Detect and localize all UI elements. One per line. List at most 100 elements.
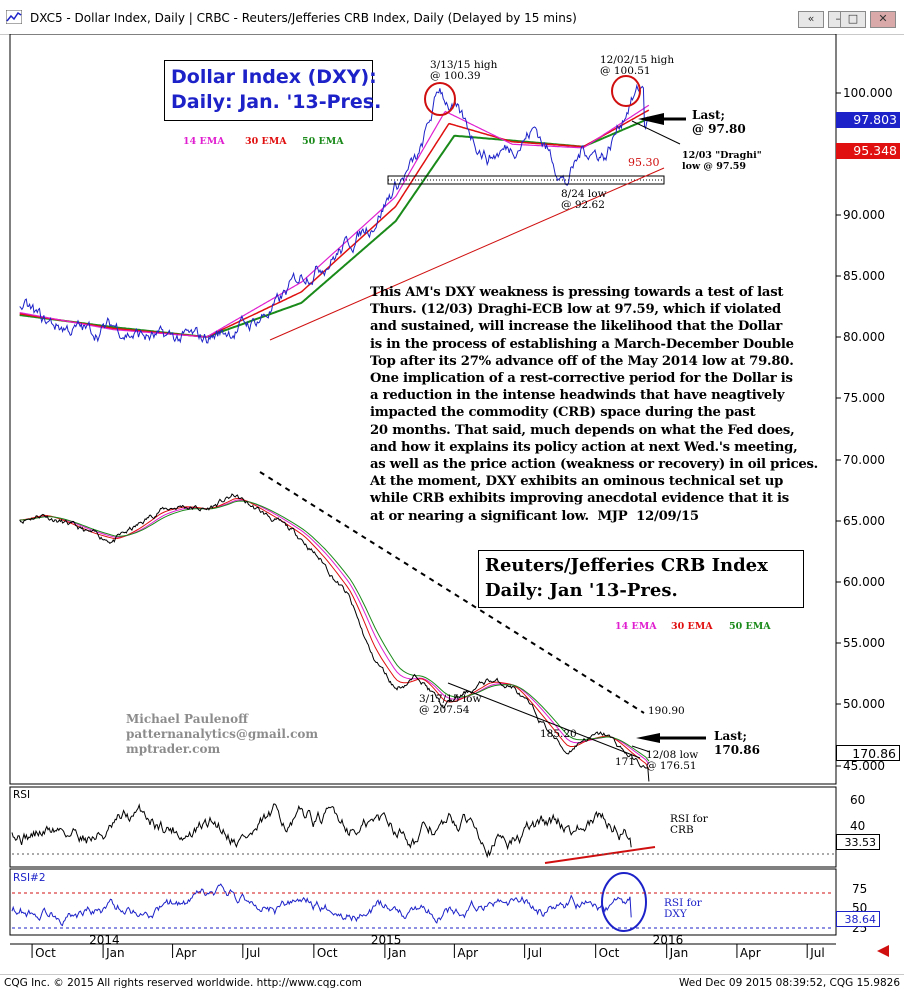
rsi-panel-frame — [9, 786, 837, 868]
y-tick-label: 75.000 — [843, 391, 885, 405]
commentary-line: and sustained, will increase the likelih… — [370, 319, 783, 335]
commentary-line: 20 months. That said, much depends on wh… — [370, 422, 795, 438]
x-tick-label: Apr — [740, 946, 761, 960]
dxy-draghi-pointer — [631, 120, 681, 145]
dxy-title-line1: Dollar Index (DXY): — [171, 66, 377, 88]
close-button[interactable]: ✕ — [870, 11, 896, 28]
dxy-high2-label: 12/02/15 high @ 100.51 — [600, 54, 675, 77]
commentary-line: Thurs. (12/03) Draghi-ECB low at 97.59, … — [370, 302, 782, 318]
status-copyright: CQG Inc. © 2015 All rights reserved worl… — [4, 977, 362, 989]
crb-title-line1: Reuters/Jefferies CRB Index — [485, 555, 768, 576]
x-year-label: 2015 — [371, 933, 402, 947]
crb-low-pointer — [631, 745, 651, 753]
rsi-dxy-value-tag: 38.64 — [836, 911, 880, 927]
crb-low1-label: 3/17/15 low @ 207.54 — [419, 693, 482, 716]
crb-title-line2: Daily: Jan '13-Pres. — [485, 580, 678, 601]
dxy-high2-circle — [611, 75, 641, 107]
crb-last-arrow — [636, 733, 660, 743]
window-title: DXC5 - Dollar Index, Daily | CRBC - Reut… — [30, 11, 577, 25]
author-block: Michael Paulenoff patternanalytics@gmail… — [126, 712, 318, 757]
author-email: patternanalytics@gmail.com — [126, 727, 319, 741]
x-tick-label: Oct — [35, 946, 56, 960]
y-tick-label: 50.000 — [843, 697, 885, 711]
rsi-crb-value-tag: 33.53 — [836, 834, 880, 850]
y-tick-label: 55.000 — [843, 636, 885, 650]
rsi-crb-trendline — [544, 846, 656, 864]
y-tick-label: 100.000 — [843, 86, 893, 100]
y-tick-label: 80.000 — [843, 330, 885, 344]
crb-last-price-tag: 170.86 — [836, 745, 900, 761]
price-panel-frame — [9, 34, 837, 785]
rsi2-tick-label: 75 — [852, 882, 867, 896]
rsi2-panel-label: RSI#2 — [13, 872, 46, 884]
rsi-tick-label: 40 — [850, 819, 865, 833]
dxy-low-label: 8/24 low @ 92.62 — [561, 188, 607, 211]
x-year-label: 2014 — [89, 933, 120, 947]
dxy-series-group — [19, 83, 650, 344]
x-tick-label: Jul — [527, 946, 542, 960]
commentary-text: This AM's DXY weakness is pressing towar… — [370, 284, 818, 525]
x-tick-label: Apr — [176, 946, 197, 960]
scroll-left-icon[interactable] — [877, 945, 889, 957]
rsi-crb-label: RSI for CRB — [670, 813, 708, 836]
crb-18520-label: 185.20 — [540, 728, 577, 740]
x-year-label: 2016 — [653, 933, 684, 947]
restore-icon[interactable]: « — [798, 11, 824, 28]
status-timestamp: Wed Dec 09 2015 08:39:52, CQG 15.9826 — [679, 977, 900, 989]
commentary-line: impacted the commodity (CRB) space durin… — [370, 405, 756, 421]
dxy-trend-price-tag: 95.348 — [836, 143, 900, 159]
crb-ema30-line — [19, 497, 650, 770]
x-tick-label: Oct — [317, 946, 338, 960]
y-tick-label: 45.000 — [843, 759, 885, 773]
y-tick-label: 70.000 — [843, 453, 885, 467]
crb-series-group — [19, 493, 650, 782]
rsi-dxy-circle — [601, 872, 647, 932]
commentary-line: This AM's DXY weakness is pressing towar… — [370, 285, 784, 300]
commentary-line: One implication of a rest-corrective per… — [370, 371, 793, 387]
dxy-ema30-label: 30 EMA — [245, 136, 287, 147]
maximize-button[interactable]: □ — [840, 11, 866, 28]
dxy-high1-circle — [424, 82, 456, 116]
commentary-line: while CRB exhibits improving anecdotal e… — [370, 491, 789, 507]
dxy-last-arrow — [638, 113, 664, 125]
dxy-last-label: Last; @ 97.80 — [692, 108, 746, 136]
dxy-high1-label: 3/13/15 high @ 100.39 — [430, 59, 498, 82]
dxy-title-line2: Daily: Jan. '13-Pres. — [171, 91, 382, 113]
commentary-line: and how it explains its policy action at… — [370, 439, 798, 455]
crb-last-label: Last; 170.86 — [714, 729, 760, 757]
x-tick-label: Apr — [457, 946, 478, 960]
rsi-crb-line — [11, 803, 632, 859]
commentary-line: as well as the price action (weakness or… — [370, 457, 819, 473]
crb-ema30-label: 30 EMA — [671, 621, 713, 632]
chart-canvas: 100.00095.00090.00085.00080.00075.00070.… — [9, 34, 893, 960]
rsi-tick-label: 60 — [850, 793, 865, 807]
crb-ema50-label: 50 EMA — [729, 621, 771, 632]
dxy-title-box: Dollar Index (DXY): Daily: Jan. '13-Pres… — [164, 60, 381, 121]
crb-171-label: 171 — [615, 756, 636, 768]
author-site: mptrader.com — [126, 742, 221, 756]
dxy-ema50-label: 50 EMA — [302, 136, 344, 147]
dxy-trendline — [269, 167, 665, 341]
price-y-axis: 100.00095.00090.00085.00080.00075.00070.… — [836, 86, 893, 773]
y-tick-label: 60.000 — [843, 575, 885, 589]
rsi-panel-label: RSI — [13, 789, 31, 801]
author-name: Michael Paulenoff — [126, 712, 248, 726]
rsi-series-group — [11, 803, 632, 927]
x-tick-label: Jul — [245, 946, 260, 960]
crb-title-box: Reuters/Jefferies CRB Index Daily: Jan '… — [478, 550, 804, 608]
dxy-ema14-label: 14 EMA — [183, 136, 225, 147]
rsi-dxy-label: RSI for DXY — [664, 897, 702, 920]
commentary-line: Top after its 27% advance off of the May… — [370, 353, 794, 369]
commentary-line: At the moment, DXY exhibits an ominous t… — [370, 474, 784, 490]
y-tick-label: 90.000 — [843, 208, 885, 222]
dxy-last-price-tag: 97.803 — [836, 112, 900, 128]
commentary-line: at or nearing a significant low. MJP 12/… — [370, 508, 699, 524]
status-bar: CQG Inc. © 2015 All rights reserved worl… — [0, 974, 904, 992]
y-tick-label: 65.000 — [843, 514, 885, 528]
rsi2-panel-frame — [9, 868, 837, 936]
app-icon — [6, 10, 22, 24]
crb-support-line — [447, 682, 641, 759]
dxy-ema30-line — [19, 109, 650, 338]
crb-19090-label: 190.90 — [648, 705, 685, 717]
dxy-trend-label: 95.30 — [628, 156, 660, 169]
